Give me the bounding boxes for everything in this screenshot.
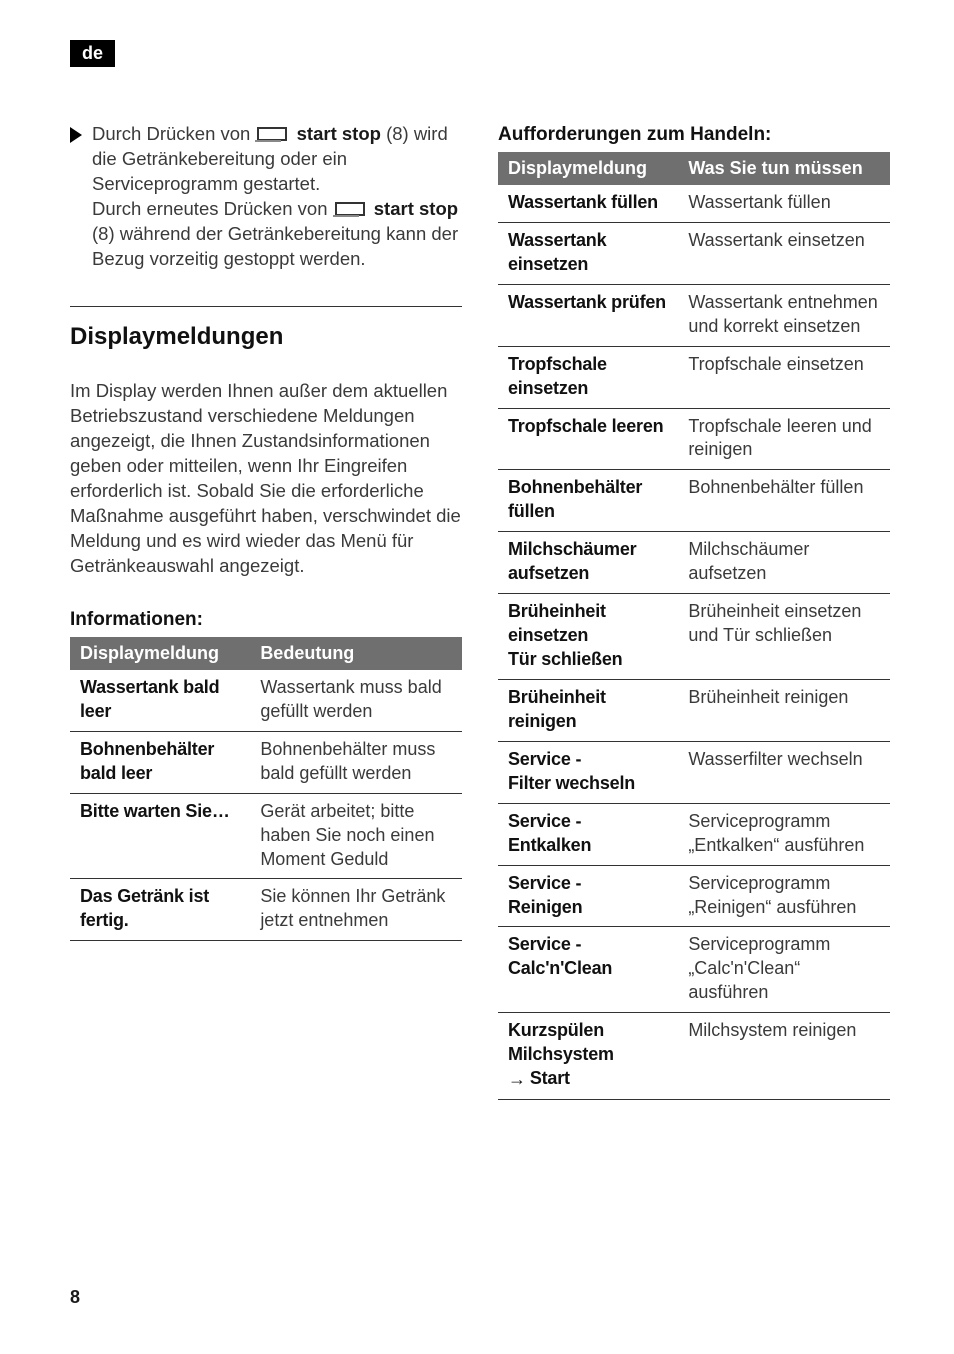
text-span: (8) während der Getränkeberei­tung kann …	[92, 223, 458, 269]
table-row: Service -ReinigenServiceprogramm „Reinig…	[498, 865, 890, 927]
bullet-text: Durch Drücken von start stop (8) wird di…	[92, 122, 462, 272]
action-subheading: Aufforderungen zum Handeln:	[498, 122, 890, 148]
cell-action: Tropfschale einsetzen	[678, 346, 890, 408]
cell-action: Milchsystem reinigen	[678, 1013, 890, 1100]
table-row: Bitte warten Sie…Gerät arbeitet; bitte h…	[70, 793, 462, 879]
table-row: Bohnenbehälter füllenBohnenbehälter füll…	[498, 470, 890, 532]
text-span: Durch erneutes Drücken von	[92, 198, 333, 219]
cell-displaymeldung: Wassertank füllen	[498, 185, 678, 222]
table-row: Tropfschale einsetzenTropfschale einsetz…	[498, 346, 890, 408]
cell-displaymeldung: Bohnenbehälter bald leer	[70, 731, 250, 793]
cell-displaymeldung: Milchschäumer aufsetzen	[498, 532, 678, 594]
cell-action: Milchschäumer aufsetzen	[678, 532, 890, 594]
cell-displaymeldung: Tropfschale einsetzen	[498, 346, 678, 408]
cell-displaymeldung: Service -Filter wechseln	[498, 741, 678, 803]
section-heading: Displaymeldungen	[70, 321, 462, 353]
intro-paragraph: Im Display werden Ihnen außer dem aktuel…	[70, 379, 462, 579]
cell-bedeutung: Bohnenbehälter muss bald gefüllt werden	[250, 731, 462, 793]
table-row: Service -Calc'n'CleanServiceprogramm „Ca…	[498, 927, 890, 1013]
cell-bedeutung: Wassertank muss bald gefüllt werden	[250, 670, 462, 731]
cell-displaymeldung: Service -Entkalken	[498, 803, 678, 865]
cell-action: Serviceprogramm „Entkalken“ ausführen	[678, 803, 890, 865]
table-row: Service -Filter wechselnWasserfilter wec…	[498, 741, 890, 803]
bullet-item: Durch Drücken von start stop (8) wird di…	[70, 122, 462, 272]
cell-action: Brüheinheit reinigen	[678, 679, 890, 741]
table-row: Service -EntkalkenServiceprogramm „Entka…	[498, 803, 890, 865]
cell-action: Wassertank einsetzen	[678, 222, 890, 284]
cell-action: Tropfschale leeren und reinigen	[678, 408, 890, 470]
cell-displaymeldung: Service -Reinigen	[498, 865, 678, 927]
cell-action: Serviceprogramm „Reinigen“ ausführen	[678, 865, 890, 927]
column-left: Durch Drücken von start stop (8) wird di…	[70, 122, 462, 1100]
inline-bold: start stop	[374, 198, 458, 219]
bullet-triangle-icon	[70, 127, 82, 143]
info-subheading: Informationen:	[70, 607, 462, 633]
button-graphic-icon	[257, 127, 287, 141]
table-row: Milchschäumer aufsetzenMilchschäumer auf…	[498, 532, 890, 594]
cell-displaymeldung: Kurzspülen Milchsystem→Start	[498, 1013, 678, 1100]
cell-action: Brüheinheit einsetzen und Tür schließen	[678, 594, 890, 680]
cell-action: Wassertank ent­nehmen und korrekt einset…	[678, 284, 890, 346]
cell-displaymeldung: Wassertank bald leer	[70, 670, 250, 731]
cell-action: Wassertank füllen	[678, 185, 890, 222]
table-row: Tropfschale leerenTropfschale leeren und…	[498, 408, 890, 470]
page-number: 8	[70, 1287, 80, 1308]
cell-action: Serviceprogramm „Calc'n'Clean“ ausführen	[678, 927, 890, 1013]
cell-action: Wasserfilter wechseln	[678, 741, 890, 803]
cell-bedeutung: Gerät arbeitet; bitte haben Sie noch ein…	[250, 793, 462, 879]
table-header: Displaymeldung	[70, 637, 250, 670]
cell-bedeutung: Sie können Ihr Ge­tränk jetzt entnehmen	[250, 879, 462, 941]
cell-displaymeldung: Bitte warten Sie…	[70, 793, 250, 879]
table-header: Bedeutung	[250, 637, 462, 670]
cell-displaymeldung: Bohnenbehälter füllen	[498, 470, 678, 532]
info-table: Displaymeldung Bedeutung Wassertank bald…	[70, 637, 462, 942]
cell-displaymeldung: Wassertank prüfen	[498, 284, 678, 346]
table-row: Brüheinheit einsetzenTür schließenBrühei…	[498, 594, 890, 680]
content-columns: Durch Drücken von start stop (8) wird di…	[70, 122, 890, 1100]
inline-bold: start stop	[297, 123, 381, 144]
cell-displaymeldung: Service -Calc'n'Clean	[498, 927, 678, 1013]
cell-displaymeldung: Tropfschale leeren	[498, 408, 678, 470]
table-row: Das Getränk ist fertig.Sie können Ihr Ge…	[70, 879, 462, 941]
table-header: Was Sie tun müssen	[678, 152, 890, 185]
text-span: Durch Drücken von	[92, 123, 255, 144]
table-row: Wassertank füllenWassertank füllen	[498, 185, 890, 222]
cell-displaymeldung: Wassertank einsetzen	[498, 222, 678, 284]
table-row: Kurzspülen Milchsystem→StartMilchsystem …	[498, 1013, 890, 1100]
cell-displaymeldung: Brüheinheit reinigen	[498, 679, 678, 741]
cell-action: Bohnenbehälter füllen	[678, 470, 890, 532]
table-row: Brüheinheit reinigenBrüheinheit reinigen	[498, 679, 890, 741]
table-row: Wassertank einsetzenWassertank einsetzen	[498, 222, 890, 284]
divider	[70, 306, 462, 307]
table-header: Displaymeldung	[498, 152, 678, 185]
button-graphic-icon	[335, 202, 365, 216]
language-badge: de	[70, 40, 115, 67]
column-right: Aufforderungen zum Handeln: Displaymeldu…	[498, 122, 890, 1100]
cell-displaymeldung: Brüheinheit einsetzenTür schließen	[498, 594, 678, 680]
table-row: Wassertank bald leerWassertank muss bald…	[70, 670, 462, 731]
arrow-icon: →	[508, 1068, 526, 1092]
table-row: Wassertank prüfenWassertank ent­nehmen u…	[498, 284, 890, 346]
action-table: Displaymeldung Was Sie tun müssen Wasser…	[498, 152, 890, 1100]
table-row: Bohnenbehälter bald leerBohnenbehälter m…	[70, 731, 462, 793]
cell-displaymeldung: Das Getränk ist fertig.	[70, 879, 250, 941]
